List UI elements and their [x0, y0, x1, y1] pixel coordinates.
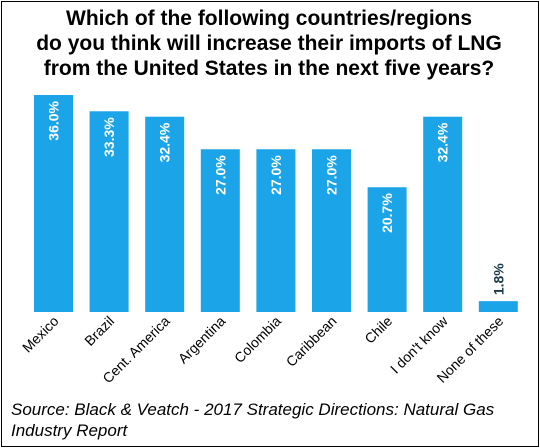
bar-6: [367, 187, 407, 312]
category-label-4: Colombia: [231, 313, 284, 366]
category-label-6: Chile: [361, 313, 395, 347]
bar-0: [34, 95, 73, 312]
title-line-1: Which of the following countries/regions: [66, 7, 472, 30]
category-label-0: Mexico: [19, 313, 62, 356]
bar-value-label-1: 33.3%: [101, 117, 117, 157]
bar-2: [145, 116, 185, 312]
bar-value-label-6: 20.7%: [379, 193, 395, 233]
bar-value-label-8: 1.8%: [490, 263, 506, 295]
bar-value-label-3: 27.0%: [212, 155, 228, 195]
title-line-3: from the United States in the next five …: [43, 57, 495, 80]
bar-5: [312, 149, 351, 312]
category-label-3: Argentina: [175, 313, 229, 367]
bar-value-label-4: 27.0%: [268, 155, 284, 195]
bar-1: [89, 111, 129, 313]
source-line-1: Source: Black & Veatch - 2017 Strategic …: [11, 400, 495, 419]
bar-value-label-0: 36.0%: [46, 100, 62, 140]
source-line-2: Industry Report: [11, 421, 128, 440]
title-line-2: do you think will increase their imports…: [36, 32, 502, 55]
bar-8: [478, 301, 518, 312]
bar-4: [256, 149, 296, 312]
bar-value-label-2: 32.4%: [157, 122, 173, 162]
chart-title: Which of the following countries/regions…: [0, 6, 538, 81]
category-label-1: Brazil: [81, 313, 117, 349]
category-label-5: Caribbean: [283, 313, 340, 370]
source-note: Source: Black & Veatch - 2017 Strategic …: [11, 399, 494, 441]
bar-7: [423, 116, 463, 312]
bar-3: [200, 149, 240, 312]
bar-value-label-7: 32.4%: [435, 122, 451, 162]
bar-value-label-5: 27.0%: [324, 155, 340, 195]
